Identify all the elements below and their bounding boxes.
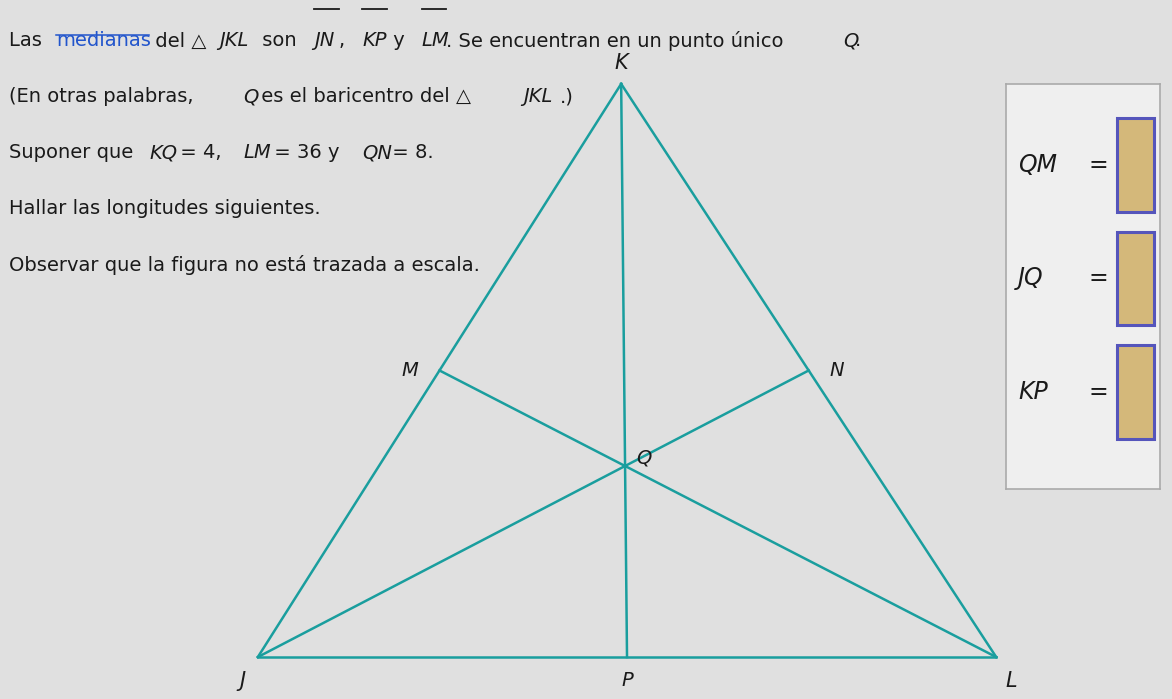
FancyBboxPatch shape [1117, 232, 1154, 325]
Text: J: J [239, 671, 246, 691]
Text: Q: Q [243, 87, 258, 106]
Text: = 36 y: = 36 y [268, 143, 346, 162]
Text: KQ: KQ [149, 143, 177, 162]
Text: Suponer que: Suponer que [9, 143, 139, 162]
Text: .): .) [560, 87, 574, 106]
Text: LM: LM [422, 31, 450, 50]
Text: JKL: JKL [219, 31, 248, 50]
Text: = 8.: = 8. [387, 143, 434, 162]
Text: QM: QM [1018, 153, 1057, 177]
Text: Observar que la figura no está trazada a escala.: Observar que la figura no está trazada a… [9, 255, 481, 275]
Text: KP: KP [1018, 380, 1048, 404]
Text: ,: , [339, 31, 352, 50]
Text: JN: JN [314, 31, 335, 50]
Text: y: y [387, 31, 411, 50]
Text: = 4,: = 4, [173, 143, 227, 162]
Text: Hallar las longitudes siguientes.: Hallar las longitudes siguientes. [9, 199, 321, 218]
FancyBboxPatch shape [1117, 345, 1154, 439]
Text: K: K [614, 53, 628, 73]
Text: . Se encuentran en un punto único: . Se encuentran en un punto único [447, 31, 790, 52]
Text: =: = [1089, 153, 1109, 177]
Text: M: M [402, 361, 418, 380]
Text: es el baricentro del △: es el baricentro del △ [255, 87, 471, 106]
Text: del △: del △ [149, 31, 206, 50]
Text: =: = [1089, 266, 1109, 291]
Text: QN: QN [362, 143, 391, 162]
Text: JQ: JQ [1018, 266, 1043, 291]
Text: JKL: JKL [523, 87, 553, 106]
Text: =: = [1089, 380, 1109, 404]
Text: LM: LM [244, 143, 272, 162]
Text: Las: Las [9, 31, 48, 50]
Text: son: son [257, 31, 304, 50]
Text: Q: Q [636, 448, 652, 468]
Text: L: L [1006, 671, 1017, 691]
Text: KP: KP [362, 31, 387, 50]
Text: N: N [830, 361, 844, 380]
Text: Q: Q [843, 31, 858, 50]
Text: P: P [621, 671, 633, 690]
FancyBboxPatch shape [1117, 118, 1154, 212]
Text: .: . [856, 31, 861, 50]
Text: medianas: medianas [56, 31, 151, 50]
Text: (En otras palabras,: (En otras palabras, [9, 87, 200, 106]
